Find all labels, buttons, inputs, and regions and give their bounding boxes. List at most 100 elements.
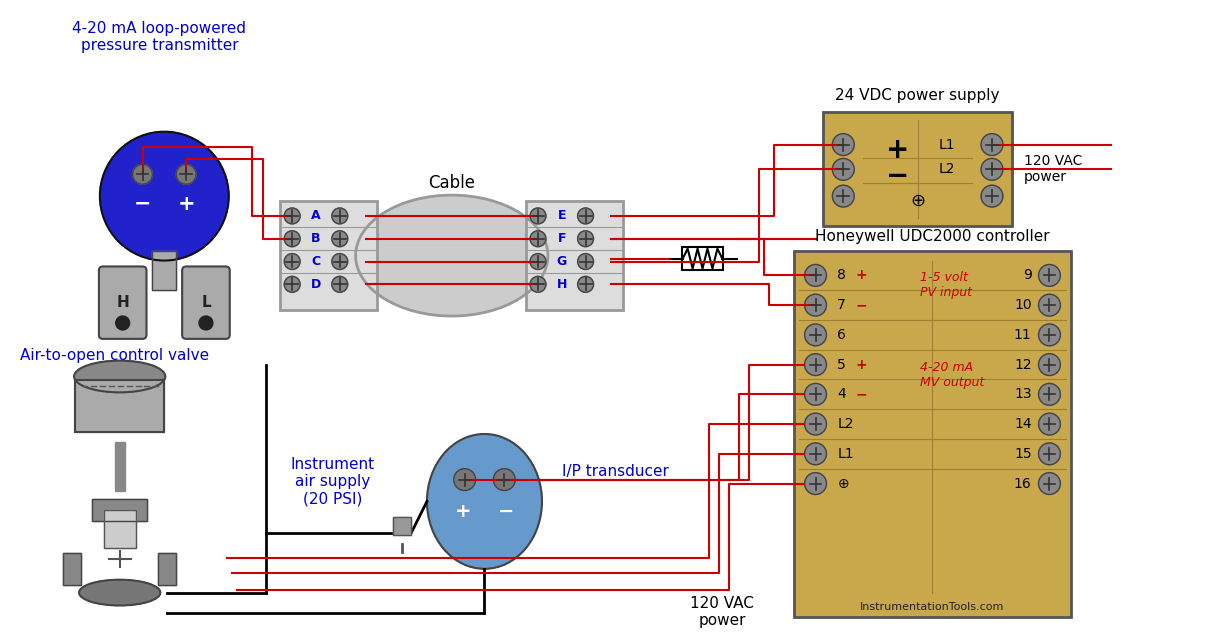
Circle shape bbox=[454, 469, 476, 491]
Bar bbox=[153, 251, 176, 290]
Bar bbox=[823, 112, 1011, 226]
Text: 14: 14 bbox=[1014, 417, 1032, 431]
Circle shape bbox=[578, 276, 594, 292]
Bar bbox=[63, 553, 81, 585]
Text: Instrument
air supply
(20 PSI): Instrument air supply (20 PSI) bbox=[291, 457, 375, 507]
Circle shape bbox=[284, 231, 300, 247]
Text: H: H bbox=[117, 295, 129, 310]
Ellipse shape bbox=[427, 434, 541, 569]
Circle shape bbox=[833, 158, 855, 180]
Text: Honeywell UDC2000 controller: Honeywell UDC2000 controller bbox=[815, 229, 1050, 244]
Bar bbox=[794, 251, 1071, 618]
Circle shape bbox=[1038, 443, 1060, 465]
Text: 5: 5 bbox=[838, 357, 846, 372]
Bar bbox=[75, 381, 164, 432]
Text: C: C bbox=[312, 255, 320, 268]
Circle shape bbox=[531, 254, 546, 269]
Circle shape bbox=[531, 231, 546, 247]
Circle shape bbox=[1038, 413, 1060, 435]
Text: B: B bbox=[311, 232, 320, 245]
Text: 120 VAC
power: 120 VAC power bbox=[691, 596, 754, 628]
Circle shape bbox=[176, 164, 195, 184]
Text: I/P transducer: I/P transducer bbox=[562, 464, 669, 479]
Text: L1: L1 bbox=[940, 138, 955, 151]
Text: +: + bbox=[454, 502, 471, 521]
Text: 10: 10 bbox=[1014, 298, 1032, 312]
Text: 7: 7 bbox=[838, 298, 846, 312]
Text: 13: 13 bbox=[1014, 387, 1032, 401]
Text: A: A bbox=[311, 209, 320, 222]
Circle shape bbox=[1038, 294, 1060, 316]
Text: H: H bbox=[556, 278, 567, 291]
Bar bbox=[92, 500, 147, 521]
Bar bbox=[526, 201, 623, 310]
Text: L1: L1 bbox=[838, 447, 853, 461]
Circle shape bbox=[331, 231, 347, 247]
Circle shape bbox=[1038, 354, 1060, 375]
Circle shape bbox=[805, 265, 827, 287]
Bar bbox=[823, 112, 1011, 226]
Text: L2: L2 bbox=[940, 162, 955, 176]
Text: +: + bbox=[177, 194, 195, 214]
Bar bbox=[682, 247, 724, 270]
Text: ⊕: ⊕ bbox=[838, 477, 849, 491]
Bar bbox=[104, 510, 136, 548]
Circle shape bbox=[1038, 383, 1060, 405]
Text: 12: 12 bbox=[1014, 357, 1032, 372]
Circle shape bbox=[805, 354, 827, 375]
Text: 1-5 volt
PV input: 1-5 volt PV input bbox=[920, 272, 971, 299]
Text: −: − bbox=[855, 298, 867, 312]
Text: ⊕: ⊕ bbox=[910, 192, 925, 210]
Bar bbox=[280, 201, 378, 310]
Text: −: − bbox=[498, 502, 515, 521]
Text: InstrumentationTools.com: InstrumentationTools.com bbox=[861, 603, 1005, 612]
Text: Cable: Cable bbox=[429, 175, 475, 192]
Circle shape bbox=[284, 276, 300, 292]
Circle shape bbox=[805, 473, 827, 495]
Text: 6: 6 bbox=[838, 328, 846, 342]
Text: −: − bbox=[855, 387, 867, 401]
Text: E: E bbox=[557, 209, 566, 222]
Text: +: + bbox=[855, 269, 867, 283]
Text: F: F bbox=[557, 232, 566, 245]
Bar bbox=[153, 251, 176, 290]
Circle shape bbox=[100, 131, 228, 261]
Bar bbox=[158, 553, 176, 585]
Text: −: − bbox=[134, 194, 152, 214]
Text: 11: 11 bbox=[1014, 328, 1032, 342]
Text: G: G bbox=[557, 255, 567, 268]
Text: 8: 8 bbox=[838, 269, 846, 283]
Bar bbox=[280, 201, 378, 310]
Bar bbox=[393, 517, 412, 535]
Circle shape bbox=[1038, 324, 1060, 346]
Circle shape bbox=[805, 413, 827, 435]
Bar bbox=[115, 442, 125, 491]
Text: 15: 15 bbox=[1014, 447, 1032, 461]
Bar bbox=[92, 500, 147, 521]
FancyBboxPatch shape bbox=[98, 267, 147, 339]
Circle shape bbox=[1038, 265, 1060, 287]
Circle shape bbox=[805, 383, 827, 405]
Text: D: D bbox=[311, 278, 320, 291]
Circle shape bbox=[805, 294, 827, 316]
Circle shape bbox=[1038, 473, 1060, 495]
Circle shape bbox=[284, 254, 300, 269]
Circle shape bbox=[805, 324, 827, 346]
Bar bbox=[158, 553, 176, 585]
Circle shape bbox=[981, 134, 1003, 155]
Circle shape bbox=[132, 164, 153, 184]
Bar bbox=[526, 201, 623, 310]
Circle shape bbox=[115, 316, 130, 330]
Circle shape bbox=[981, 158, 1003, 180]
Circle shape bbox=[833, 134, 855, 155]
Text: 4-20 mA
MV output: 4-20 mA MV output bbox=[920, 361, 983, 389]
Circle shape bbox=[284, 208, 300, 224]
Text: L2: L2 bbox=[838, 417, 853, 431]
Circle shape bbox=[578, 231, 594, 247]
Circle shape bbox=[531, 208, 546, 224]
Text: 16: 16 bbox=[1014, 477, 1032, 491]
Text: 9: 9 bbox=[1022, 269, 1032, 283]
Circle shape bbox=[578, 208, 594, 224]
Text: 4-20 mA loop-powered
pressure transmitter: 4-20 mA loop-powered pressure transmitte… bbox=[73, 21, 246, 53]
Circle shape bbox=[493, 469, 515, 491]
